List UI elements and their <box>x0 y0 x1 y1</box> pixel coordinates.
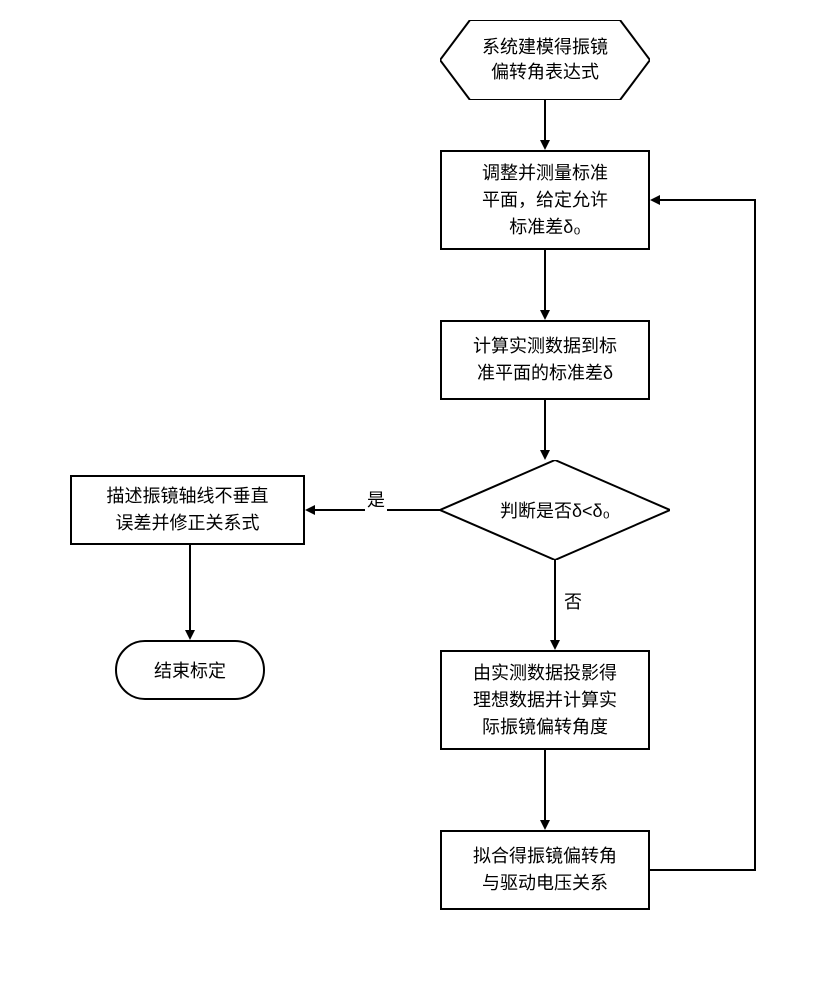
node-calc-delta-label: 计算实测数据到标 准平面的标准差δ <box>473 333 617 387</box>
node-adjust-label: 调整并测量标准 平面，给定允许 标准差δ₀ <box>482 160 608 241</box>
node-start: 系统建模得振镜 偏转角表达式 <box>440 20 650 100</box>
node-fit-label: 拟合得振镜偏转角 与驱动电压关系 <box>473 843 617 897</box>
node-describe-err: 描述振镜轴线不垂直 误差并修正关系式 <box>70 475 305 545</box>
node-fit: 拟合得振镜偏转角 与驱动电压关系 <box>440 830 650 910</box>
node-describe-err-label: 描述振镜轴线不垂直 误差并修正关系式 <box>107 483 269 537</box>
node-decision: 判断是否δ<δ₀ <box>440 460 670 560</box>
node-project-label: 由实测数据投影得 理想数据并计算实 际振镜偏转角度 <box>473 660 617 741</box>
edge-label-yes: 是 <box>365 486 387 512</box>
edge-label-no: 否 <box>562 588 584 614</box>
node-adjust: 调整并测量标准 平面，给定允许 标准差δ₀ <box>440 150 650 250</box>
node-decision-label: 判断是否δ<δ₀ <box>440 460 670 560</box>
node-start-label: 系统建模得振镜 偏转角表达式 <box>440 20 650 100</box>
node-end: 结束标定 <box>115 640 265 700</box>
node-calc-delta: 计算实测数据到标 准平面的标准差δ <box>440 320 650 400</box>
node-end-label: 结束标定 <box>154 657 226 683</box>
node-project: 由实测数据投影得 理想数据并计算实 际振镜偏转角度 <box>440 650 650 750</box>
